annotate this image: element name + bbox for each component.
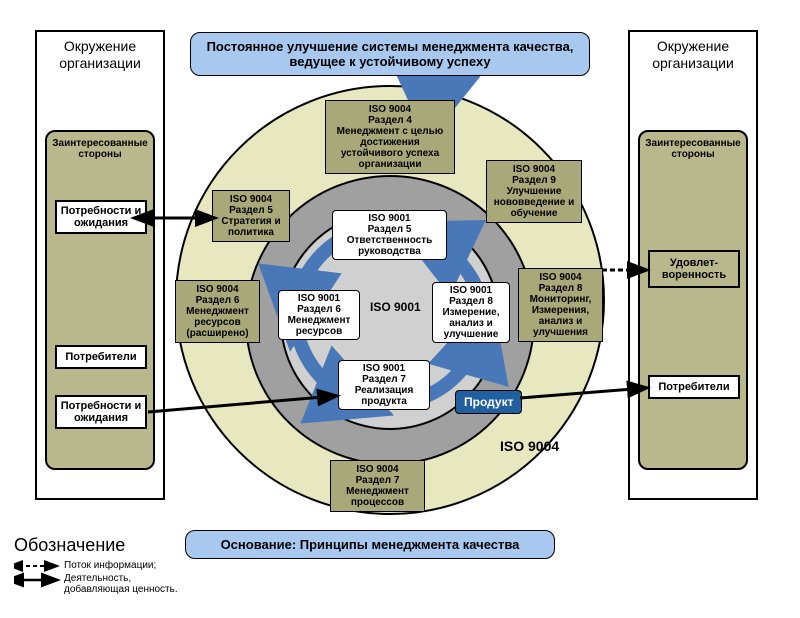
product-box: Продукт — [455, 390, 522, 414]
right-outer-title: Окружение организации — [630, 38, 756, 72]
iso9001-label: ISO 9001 — [370, 300, 421, 314]
iso9001-s7: ISO 9001 Раздел 7 Реализация продукта — [338, 360, 430, 410]
legend-activity: Деятельность, добавляющая ценность. — [64, 573, 184, 595]
iso9004-s9: ISO 9004 Раздел 9 Улучшение нововведение… — [486, 160, 582, 223]
legend-info: Поток информации; — [64, 560, 156, 571]
legend-title: Обозначение — [14, 535, 125, 556]
iso9001-s5: ISO 9001 Раздел 5 Ответственность руково… — [332, 210, 447, 260]
iso9001-s8: ISO 9001 Раздел 8 Измерение, анализ и ул… — [432, 282, 510, 343]
bottom-banner: Основание: Принципы менеджмента качества — [185, 530, 555, 559]
iso9004-label: ISO 9004 — [500, 438, 559, 454]
iso9004-s7: ISO 9004 Раздел 7 Менеджмент процессов — [330, 460, 425, 512]
top-banner: Постоянное улучшение системы менеджмента… — [190, 32, 590, 76]
right-box2: Потребители — [648, 375, 740, 399]
iso9001-s6: ISO 9001 Раздел 6 Менеджмент ресурсов — [278, 290, 360, 340]
left-inner-title: Заинтересованные стороны — [47, 138, 153, 160]
left-outer-title: Окружение организации — [37, 38, 163, 72]
iso9004-s4: ISO 9004 Раздел 4 Менеджмент с целью дос… — [325, 100, 455, 174]
left-box1: Потребности и ожидания — [55, 200, 147, 234]
left-box3: Потребности и ожидания — [55, 395, 147, 429]
right-box1: Удовлет-воренность — [648, 250, 740, 288]
right-inner-title: Заинтересованные стороны — [640, 138, 746, 160]
iso9004-s8: ISO 9004 Раздел 8 Мониторинг, Измерения,… — [518, 268, 603, 342]
iso9004-s6: ISO 9004 Раздел 6 Менеджмент ресурсов (р… — [175, 280, 260, 343]
left-box2: Потребители — [55, 345, 147, 369]
iso9004-s5: ISO 9004 Раздел 5 Стратегия и политика — [212, 190, 290, 242]
right-inner-panel: Заинтересованные стороны — [638, 130, 748, 470]
